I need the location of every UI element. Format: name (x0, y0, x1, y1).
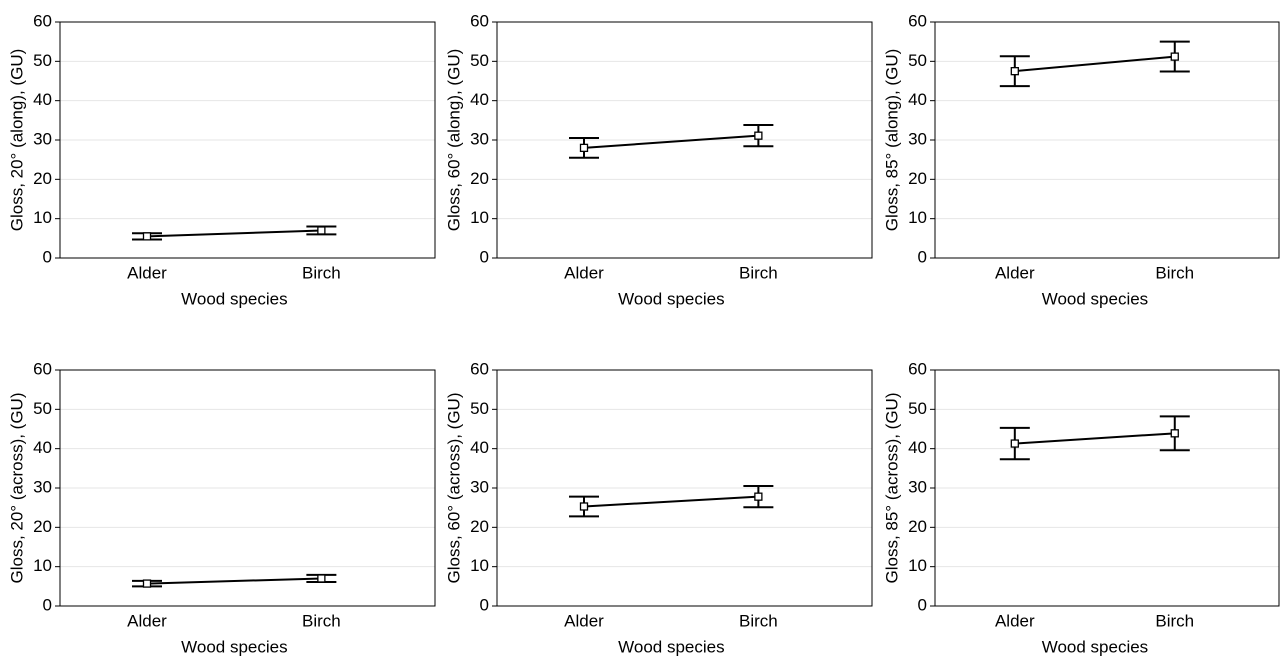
point-marker (1010, 67, 1019, 76)
y-axis-label: Gloss, 60° (across), (GU) (444, 393, 463, 584)
y-tick-label: 50 (470, 399, 489, 418)
plot-frame (496, 21, 873, 259)
point-marker (579, 143, 589, 153)
x-tick-label: Birch (302, 263, 341, 282)
y-tick-label: 20 (908, 169, 927, 188)
y-tick-label: 0 (480, 595, 489, 614)
plot-frame (496, 369, 873, 607)
y-tick-label: 60 (33, 11, 52, 30)
y-axis-label: Gloss, 60° (along), (GU) (444, 49, 463, 232)
y-tick-label: 60 (470, 11, 489, 30)
data-line (1014, 432, 1175, 445)
y-tick-label: 40 (908, 90, 927, 109)
y-tick-label: 10 (470, 208, 489, 227)
y-tick-label: 0 (43, 247, 52, 266)
y-tick-label: 30 (908, 129, 927, 148)
y-tick-label: 0 (43, 595, 52, 614)
x-tick-label: Birch (739, 263, 778, 282)
y-tick-label: 40 (33, 438, 52, 457)
plot-frame (59, 21, 436, 259)
point-marker (754, 492, 763, 501)
point-marker (317, 226, 326, 235)
point-marker (1010, 439, 1019, 448)
y-tick-label: 30 (33, 477, 52, 496)
y-tick-label: 60 (908, 11, 927, 30)
y-tick-label: 10 (33, 208, 52, 227)
y-tick-label: 50 (33, 51, 52, 70)
x-tick-label: Alder (564, 263, 604, 282)
x-tick-label: Alder (127, 263, 167, 282)
y-tick-label: 50 (33, 399, 52, 418)
point-marker (142, 579, 152, 588)
y-tick-label: 30 (470, 129, 489, 148)
y-tick-label: 40 (470, 90, 489, 109)
y-tick-label: 50 (470, 51, 489, 70)
point-marker (579, 502, 589, 511)
y-tick-label: 40 (908, 438, 927, 457)
x-tick-label: Birch (1155, 263, 1194, 282)
x-tick-label: Alder (564, 611, 604, 630)
y-axis-label: Gloss, 85° (along), (GU) (882, 49, 901, 232)
x-tick-label: Alder (995, 611, 1035, 630)
y-tick-label: 10 (908, 556, 927, 575)
y-axis-label: Gloss, 85° (across), (GU) (882, 393, 901, 584)
y-tick-label: 60 (470, 359, 489, 378)
y-tick-label: 40 (470, 438, 489, 457)
y-tick-label: 30 (33, 129, 52, 148)
y-tick-label: 0 (918, 247, 927, 266)
x-axis-label: Wood species (618, 289, 724, 308)
point-marker (1170, 52, 1179, 61)
point-marker (317, 574, 326, 583)
plot-frame (934, 21, 1280, 259)
point-marker (1170, 429, 1179, 438)
x-axis-label: Wood species (618, 637, 724, 656)
y-tick-label: 40 (33, 90, 52, 109)
y-tick-label: 60 (908, 359, 927, 378)
y-tick-label: 10 (33, 556, 52, 575)
x-tick-label: Alder (995, 263, 1035, 282)
x-tick-label: Birch (739, 611, 778, 630)
plot-frame (934, 369, 1280, 607)
y-tick-label: 0 (918, 595, 927, 614)
y-tick-label: 20 (470, 169, 489, 188)
y-tick-label: 20 (33, 169, 52, 188)
y-tick-label: 20 (33, 517, 52, 536)
x-axis-label: Wood species (1042, 289, 1148, 308)
x-axis-label: Wood species (181, 289, 287, 308)
x-tick-label: Birch (302, 611, 341, 630)
y-axis-label: Gloss, 20° (along), (GU) (7, 49, 26, 232)
y-tick-label: 30 (908, 477, 927, 496)
y-tick-label: 50 (908, 399, 927, 418)
y-tick-label: 0 (480, 247, 489, 266)
data-line (583, 134, 759, 149)
x-axis-label: Wood species (1042, 637, 1148, 656)
y-tick-label: 10 (908, 208, 927, 227)
y-axis-label: Gloss, 20° (across), (GU) (7, 393, 26, 584)
data-line (146, 229, 322, 238)
x-tick-label: Birch (1155, 611, 1194, 630)
y-tick-label: 20 (908, 517, 927, 536)
y-tick-label: 50 (908, 51, 927, 70)
y-tick-label: 20 (470, 517, 489, 536)
point-marker (142, 232, 152, 241)
point-marker (754, 131, 763, 140)
plot-frame (59, 369, 436, 607)
y-tick-label: 30 (470, 477, 489, 496)
data-line (583, 495, 759, 508)
data-line (1014, 55, 1175, 73)
data-line (146, 577, 322, 585)
x-axis-label: Wood species (181, 637, 287, 656)
x-tick-label: Alder (127, 611, 167, 630)
y-tick-label: 10 (470, 556, 489, 575)
y-tick-label: 60 (33, 359, 52, 378)
